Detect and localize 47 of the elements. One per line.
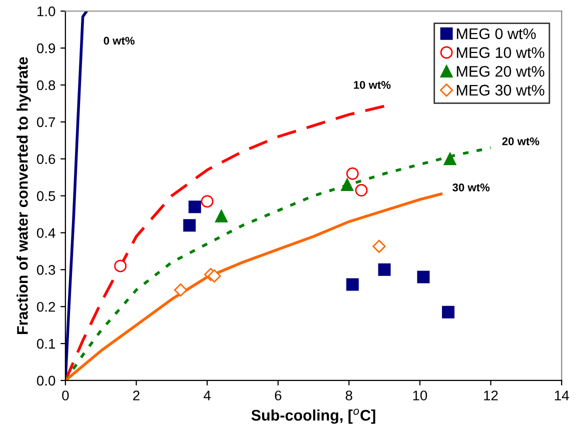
series-label: 30 wt% (452, 184, 490, 192)
point (215, 210, 228, 222)
y-tick-label: 0.1 (36, 338, 56, 349)
x-tick-label: 8 (346, 390, 352, 400)
y-tick-label: 0.0 (36, 376, 56, 386)
point (208, 269, 221, 283)
point (417, 270, 430, 284)
point (372, 240, 386, 253)
y-tick-label: 0.5 (36, 191, 56, 201)
y-tick-label: 0.7 (36, 117, 56, 128)
y-tick-label: 0.8 (36, 80, 56, 90)
x-tick-label: 0 (62, 390, 69, 400)
y-axis-title: Fraction of water converted to hydrate (16, 57, 31, 334)
y-tick-label: 0.9 (36, 43, 56, 54)
point (346, 278, 359, 291)
legend-label: MEG 30 wt% (456, 84, 544, 96)
point (340, 178, 354, 191)
x-axis-title: Sub-cooling, [$^{o}$C] (251, 408, 376, 424)
x-tick-label: 12 (484, 390, 498, 400)
x-tick-label: 10 (413, 390, 428, 400)
x-tick-label: 2 (133, 390, 140, 400)
point (444, 152, 456, 166)
legend-label: MEG 10 wt% (456, 47, 544, 58)
point (442, 306, 454, 318)
y-tick-label: 0.6 (36, 154, 56, 164)
series-label: 10 wt% (354, 80, 391, 89)
series-label: 0 wt% (104, 36, 135, 45)
x-tick-label: 4 (204, 390, 211, 400)
y-tick-label: 1.0 (37, 6, 56, 16)
legend-label: MEG 20 wt% (456, 66, 544, 77)
y-tick-label: 0.4 (36, 228, 56, 238)
point (174, 283, 188, 297)
point (346, 167, 359, 180)
point (355, 184, 368, 197)
line-series (65, 192, 443, 380)
point (188, 200, 202, 214)
line-series (65, 146, 492, 380)
point (183, 219, 196, 232)
series-label: 20 wt% (502, 137, 540, 146)
y-tick-label: 0.3 (36, 265, 56, 275)
legend-label: MEG 0 wt% (456, 28, 536, 40)
point (200, 195, 214, 208)
point (114, 260, 127, 272)
x-tick-label: 6 (274, 390, 282, 400)
y-tick-label: 0.2 (36, 302, 56, 312)
x-tick-label: 14 (554, 390, 569, 400)
point (378, 263, 391, 276)
